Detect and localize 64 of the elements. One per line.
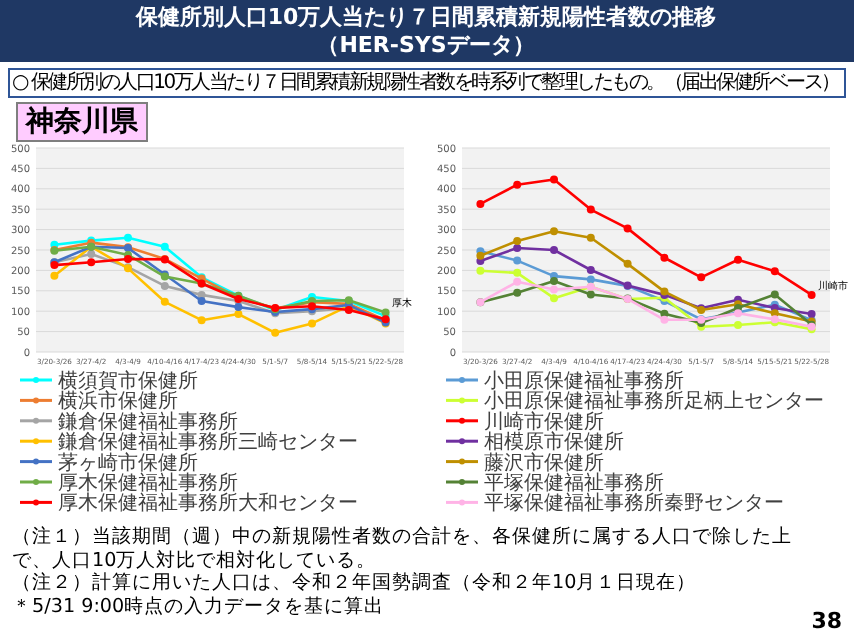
point — [623, 259, 632, 268]
chart-subtitle: ○ 保健所別の人口10万人当たり７日間累積新規陽性者数を時系列で整理したもの。（届出保健所ベース） — [8, 68, 846, 98]
legend-label: 平塚保健福祉事務所 — [484, 471, 664, 495]
point — [513, 256, 522, 265]
point — [476, 199, 485, 208]
point — [586, 290, 595, 299]
text: （注１）当該期間（週）中の新規陽性者数の合計を、各保健所に属する人口で除した上で、人口10万人対比で相対化している。 — [12, 526, 794, 572]
legend-label: 鎌倉保健福祉事務所 — [58, 409, 238, 434]
point — [476, 266, 485, 275]
legend-label: 厚木保健福祉事務所 — [58, 471, 238, 495]
point — [160, 281, 169, 290]
point — [550, 246, 558, 254]
chart-title: 保健所別人口10万人当たり７日間累積新規陽性者数の推移（HER-SYSデータ） — [133, 4, 719, 60]
point — [513, 243, 522, 252]
text: ＊5/31 9:00時点の入力データを基に算出 — [12, 596, 387, 619]
point — [697, 273, 706, 282]
point — [550, 227, 558, 236]
text: 38 — [811, 608, 842, 634]
legend-label: 小田原保健福祉事務所 — [484, 369, 684, 393]
point — [197, 316, 206, 325]
point — [124, 233, 132, 242]
point — [197, 297, 206, 305]
point — [550, 277, 558, 286]
point — [87, 250, 96, 259]
point — [50, 271, 59, 280]
legend-label: 川崎市保健所 — [484, 409, 604, 434]
point — [87, 258, 96, 267]
legend-label: 横須賀市保健所 — [58, 369, 198, 393]
point — [234, 303, 243, 312]
point — [513, 277, 522, 286]
point — [770, 267, 779, 276]
point — [234, 310, 243, 319]
legend-label: 茅ヶ崎市保健所 — [58, 450, 198, 475]
point — [550, 294, 558, 303]
point — [513, 268, 522, 277]
point — [160, 297, 169, 306]
point — [586, 265, 595, 274]
point — [513, 180, 522, 189]
point — [770, 290, 779, 299]
legend-label: 鎌倉保健福祉事務所三崎センター — [58, 430, 358, 455]
point — [586, 205, 595, 214]
point — [160, 242, 169, 251]
point — [550, 175, 558, 184]
text: 神奈川県 — [16, 102, 148, 142]
point — [734, 255, 742, 264]
legend-label: 小田原保健福祉事務所足柄上センター — [484, 389, 824, 414]
legend-label: 藤沢市保健所 — [484, 450, 604, 475]
text: （注２）計算に用いた人口は、令和２年国勢調査（令和２年10月１日現在） — [12, 572, 699, 595]
legend-label: 平塚保健福祉事務所秦野センター — [484, 491, 784, 516]
point — [586, 275, 595, 284]
point — [660, 253, 669, 262]
point — [513, 288, 522, 297]
point — [586, 233, 595, 242]
point — [271, 328, 280, 337]
point — [660, 315, 669, 324]
point — [807, 290, 816, 299]
legend-label: 横浜市保健所 — [58, 389, 178, 414]
point — [308, 319, 316, 328]
legend-label: 厚木保健福祉事務所大和センター — [58, 491, 358, 516]
point — [550, 285, 558, 294]
point — [623, 224, 632, 233]
legend-label: 相模原市保健所 — [484, 430, 624, 455]
point — [513, 237, 522, 246]
point — [734, 321, 742, 330]
